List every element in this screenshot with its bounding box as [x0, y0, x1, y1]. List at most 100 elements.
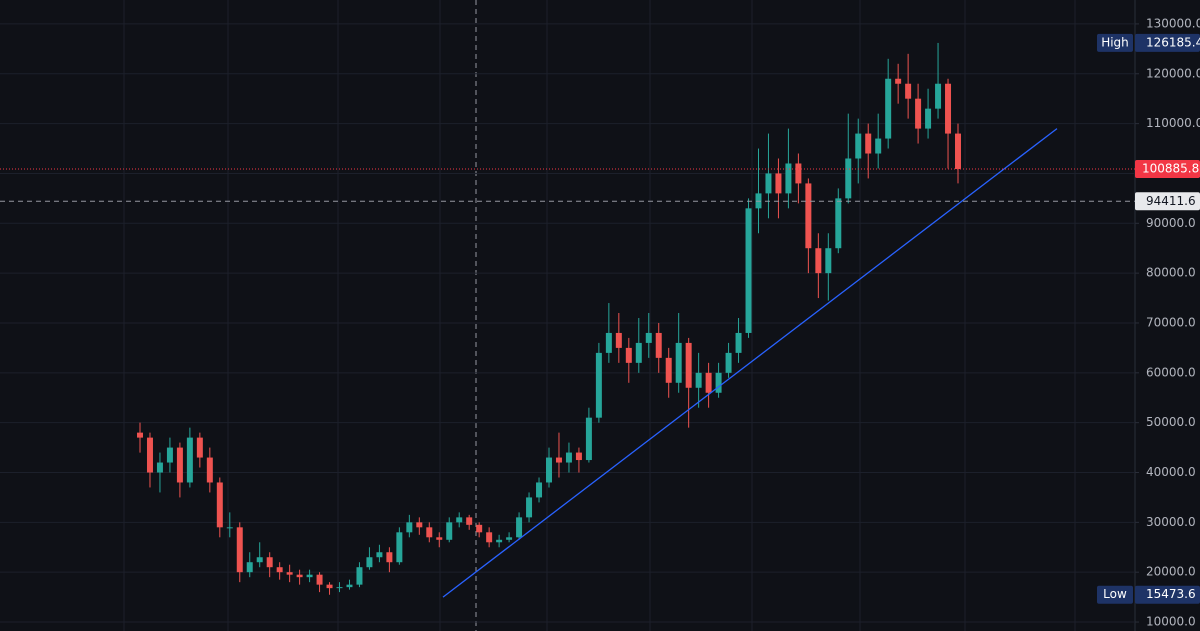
candle-body — [196, 437, 203, 458]
candle-body — [765, 173, 772, 194]
candle-body — [575, 452, 582, 461]
candle-body — [526, 497, 533, 518]
crosshair-badge — [1135, 192, 1200, 211]
candle-body — [745, 208, 752, 333]
candle-body — [166, 447, 173, 463]
candle-body — [396, 532, 403, 563]
candle-body — [845, 158, 852, 199]
crosshair-label: 94411.6 — [1146, 194, 1196, 208]
y-tick-label: 80000.0 — [1146, 266, 1196, 280]
candle-body — [356, 567, 363, 585]
candle-body — [466, 517, 473, 525]
candle-body — [406, 522, 413, 533]
candle-body — [595, 352, 602, 418]
y-tick-label: 50000.0 — [1146, 415, 1196, 429]
candle-body — [176, 447, 183, 483]
y-tick-label: 10000.0 — [1146, 615, 1196, 629]
candle-body — [446, 522, 453, 540]
candle-body — [895, 78, 902, 84]
candle-body — [216, 482, 223, 528]
candle-body — [565, 452, 572, 463]
y-tick-label: 60000.0 — [1146, 365, 1196, 379]
candle-body — [885, 78, 892, 139]
candle-body — [725, 352, 732, 373]
last-price-label: 100885.8 — [1142, 162, 1199, 176]
candle-body — [137, 432, 143, 438]
last-price-badge — [1135, 160, 1200, 179]
candle-body — [585, 417, 592, 461]
candle-body — [805, 183, 812, 249]
candle-body — [226, 527, 233, 529]
candle-body — [486, 532, 493, 543]
candle-body — [945, 83, 952, 134]
high-marker-tag — [1097, 33, 1133, 52]
candle-body — [376, 552, 383, 558]
low-marker-badge — [1135, 585, 1200, 604]
candle-body — [785, 163, 792, 194]
candle-body — [276, 567, 283, 573]
candle-body — [905, 83, 912, 99]
y-tick-label: 30000.0 — [1146, 515, 1196, 529]
candle-body — [605, 332, 612, 353]
candle-body — [306, 574, 313, 578]
candle-body — [615, 332, 622, 348]
trend-line — [442, 128, 1058, 598]
candle-body — [925, 108, 932, 129]
candle-body — [775, 173, 782, 194]
candle-body — [366, 557, 373, 568]
candle-body — [496, 539, 503, 543]
candle-body — [705, 372, 712, 393]
low-marker-tag — [1097, 585, 1133, 604]
candle-body — [296, 574, 303, 578]
candle-body — [186, 437, 193, 483]
y-tick-label: 20000.0 — [1146, 565, 1196, 579]
y-tick-label: 120000.0 — [1146, 66, 1200, 80]
candle-body — [555, 457, 562, 463]
candle-body — [536, 482, 543, 498]
candle-body — [326, 584, 333, 589]
candle-body — [336, 587, 343, 589]
candle-body — [386, 552, 393, 563]
y-tick-label: 90000.0 — [1146, 216, 1196, 230]
candle-body — [206, 457, 213, 483]
candle-body — [316, 574, 323, 585]
candle-body — [635, 342, 642, 363]
candle-body — [266, 557, 273, 568]
y-tick-label: 70000.0 — [1146, 315, 1196, 329]
y-tick-label: 110000.0 — [1146, 116, 1200, 130]
candle-body — [476, 524, 483, 533]
candle-body — [146, 437, 153, 473]
low-marker-tag-label: Low — [1103, 587, 1127, 601]
y-tick-label: 40000.0 — [1146, 465, 1196, 479]
candle-body — [815, 248, 822, 274]
candle-body — [795, 163, 802, 184]
candle-body — [236, 527, 243, 573]
candle-body — [675, 342, 682, 383]
vertical-grid — [123, 0, 1076, 631]
candle-body — [246, 562, 253, 573]
low-marker-value: 15473.6 — [1146, 587, 1196, 601]
candle-body — [506, 537, 513, 540]
candle-body — [835, 198, 842, 249]
candle-body — [695, 372, 702, 388]
candle-body — [825, 248, 832, 274]
candle-body — [685, 342, 692, 388]
candle-body — [645, 332, 652, 343]
candle-body — [865, 133, 872, 154]
high-marker-badge — [1135, 33, 1200, 52]
candle-body — [456, 517, 463, 523]
candle-body — [935, 83, 942, 109]
candle-body — [625, 347, 632, 363]
high-marker-value: 126185.4 — [1146, 35, 1200, 49]
high-marker-tag-label: High — [1101, 35, 1129, 49]
candle-body — [156, 462, 163, 473]
candle-body — [346, 584, 353, 588]
candle-body — [256, 557, 263, 563]
candle-body — [855, 133, 862, 159]
candle-body — [436, 537, 443, 540]
candle-body — [546, 457, 552, 483]
candle-body — [286, 572, 293, 575]
candle-body — [875, 138, 882, 154]
